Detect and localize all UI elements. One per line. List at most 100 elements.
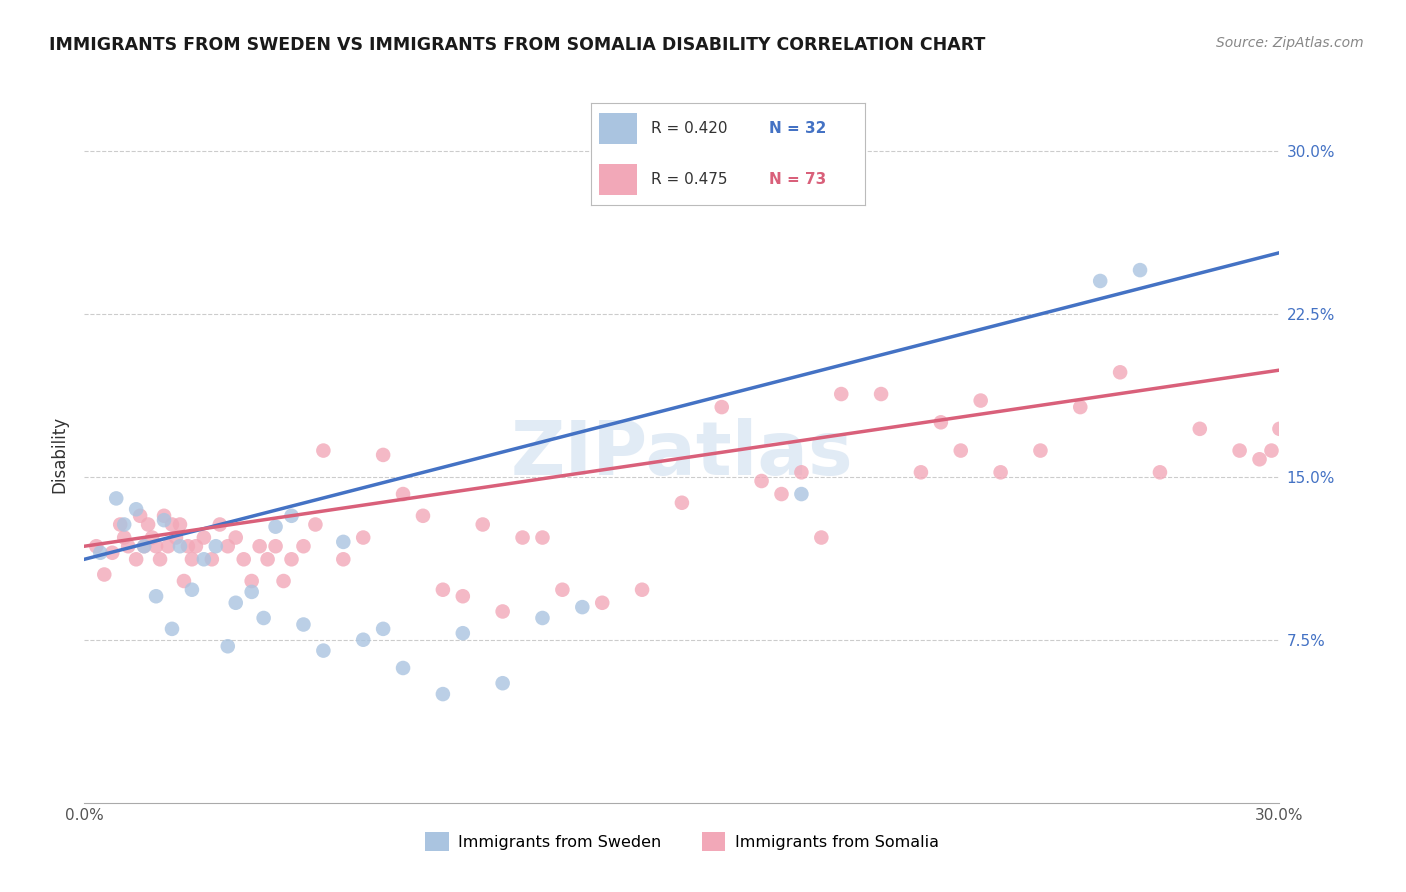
- Point: [217, 639, 239, 653]
- Point: [201, 552, 224, 566]
- Point: [145, 539, 167, 553]
- Point: [145, 589, 167, 603]
- Point: [949, 443, 972, 458]
- Point: [1149, 466, 1171, 480]
- Point: [373, 622, 395, 636]
- Point: [571, 600, 593, 615]
- Text: R = 0.420: R = 0.420: [651, 120, 727, 136]
- Point: [392, 661, 415, 675]
- Text: Source: ZipAtlas.com: Source: ZipAtlas.com: [1216, 36, 1364, 50]
- Point: [1249, 452, 1271, 467]
- Point: [177, 539, 200, 553]
- Point: [591, 596, 613, 610]
- FancyBboxPatch shape: [599, 113, 637, 144]
- Y-axis label: Disability: Disability: [51, 417, 69, 493]
- Point: [205, 539, 228, 553]
- Point: [225, 531, 247, 545]
- Point: [471, 517, 494, 532]
- Point: [810, 531, 832, 545]
- Point: [112, 531, 135, 545]
- Point: [160, 517, 183, 532]
- Point: [512, 531, 534, 545]
- Text: N = 73: N = 73: [769, 172, 825, 187]
- Point: [240, 574, 263, 588]
- Point: [173, 574, 195, 588]
- Point: [149, 552, 172, 566]
- Point: [751, 474, 773, 488]
- Point: [1268, 422, 1291, 436]
- Point: [492, 676, 515, 690]
- Point: [125, 552, 148, 566]
- Point: [112, 517, 135, 532]
- Point: [929, 415, 952, 429]
- Point: [312, 643, 335, 657]
- Point: [273, 574, 295, 588]
- Point: [292, 539, 315, 553]
- Point: [451, 589, 474, 603]
- Point: [86, 539, 108, 553]
- Point: [153, 508, 176, 523]
- Point: [181, 582, 204, 597]
- Point: [432, 687, 454, 701]
- Point: [352, 632, 374, 647]
- Point: [240, 585, 263, 599]
- Text: N = 32: N = 32: [769, 120, 827, 136]
- Point: [125, 502, 148, 516]
- Point: [129, 508, 152, 523]
- Point: [101, 546, 124, 560]
- Point: [280, 552, 302, 566]
- Point: [392, 487, 415, 501]
- Point: [193, 552, 215, 566]
- Point: [292, 617, 315, 632]
- Point: [264, 539, 287, 553]
- Point: [110, 517, 132, 532]
- Point: [790, 487, 813, 501]
- Point: [1129, 263, 1152, 277]
- Text: IMMIGRANTS FROM SWEDEN VS IMMIGRANTS FROM SOMALIA DISABILITY CORRELATION CHART: IMMIGRANTS FROM SWEDEN VS IMMIGRANTS FRO…: [49, 36, 986, 54]
- Point: [631, 582, 654, 597]
- Text: ZIPatlas: ZIPatlas: [510, 418, 853, 491]
- Point: [160, 622, 183, 636]
- Point: [264, 519, 287, 533]
- Point: [1229, 443, 1251, 458]
- Point: [970, 393, 993, 408]
- Point: [105, 491, 128, 506]
- Point: [1260, 443, 1282, 458]
- Point: [256, 552, 278, 566]
- Point: [432, 582, 454, 597]
- Point: [249, 539, 271, 553]
- Point: [1090, 274, 1112, 288]
- Point: [830, 387, 852, 401]
- Point: [770, 487, 793, 501]
- Point: [304, 517, 326, 532]
- Point: [1029, 443, 1052, 458]
- Point: [157, 539, 180, 553]
- Point: [132, 539, 156, 553]
- Point: [89, 546, 111, 560]
- Point: [1188, 422, 1211, 436]
- Point: [225, 596, 247, 610]
- Point: [1069, 400, 1091, 414]
- Point: [193, 531, 215, 545]
- Point: [253, 611, 276, 625]
- Point: [1109, 365, 1132, 379]
- Legend: Immigrants from Sweden, Immigrants from Somalia: Immigrants from Sweden, Immigrants from …: [419, 825, 945, 857]
- Point: [332, 534, 354, 549]
- Point: [910, 466, 932, 480]
- Point: [412, 508, 434, 523]
- Point: [990, 466, 1012, 480]
- Point: [93, 567, 115, 582]
- Point: [531, 611, 554, 625]
- FancyBboxPatch shape: [599, 164, 637, 194]
- Point: [169, 517, 191, 532]
- Point: [451, 626, 474, 640]
- Point: [181, 552, 204, 566]
- Point: [136, 517, 159, 532]
- Point: [153, 513, 176, 527]
- Point: [312, 443, 335, 458]
- Point: [117, 539, 139, 553]
- Point: [332, 552, 354, 566]
- Point: [208, 517, 231, 532]
- Point: [373, 448, 395, 462]
- Point: [165, 531, 187, 545]
